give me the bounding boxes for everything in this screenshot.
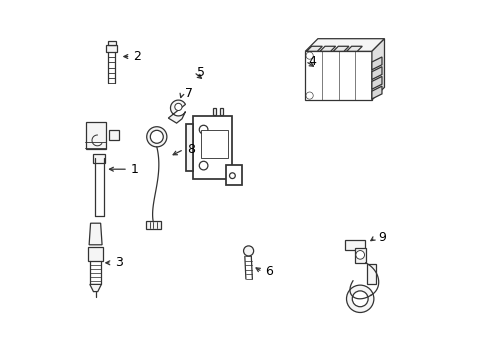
Polygon shape [372,39,385,100]
Polygon shape [305,39,385,51]
Polygon shape [89,223,102,245]
Text: 1: 1 [131,163,139,176]
Circle shape [229,173,235,179]
Text: 7: 7 [185,87,193,100]
Text: 3: 3 [115,256,122,269]
Polygon shape [320,46,336,51]
Bar [345,240,365,250]
Bar [186,124,193,171]
Polygon shape [372,67,382,80]
Circle shape [346,285,374,312]
Bar [88,247,103,261]
Text: 5: 5 [197,66,205,78]
Polygon shape [333,46,349,51]
Circle shape [356,251,365,259]
Bar [201,130,228,158]
Text: 8: 8 [187,143,195,156]
Bar [193,116,232,179]
Bar [106,45,117,52]
Polygon shape [307,46,322,51]
Polygon shape [372,57,382,70]
Circle shape [175,103,182,111]
Bar [305,51,372,100]
Bar [146,221,161,229]
Bar [355,248,366,263]
Polygon shape [372,86,382,99]
Bar [367,264,375,284]
Polygon shape [372,76,382,89]
Circle shape [352,291,368,307]
Bar [86,122,105,148]
Bar [108,41,116,45]
Bar [220,108,223,115]
Text: 6: 6 [265,265,273,278]
Circle shape [150,130,163,143]
Circle shape [244,246,254,256]
Polygon shape [346,46,362,51]
Polygon shape [169,100,185,123]
Bar [226,165,242,185]
Text: 9: 9 [378,231,386,244]
Circle shape [147,127,167,147]
Bar [213,108,216,115]
Circle shape [199,125,208,134]
Circle shape [306,92,313,99]
Circle shape [306,52,313,59]
Polygon shape [90,284,101,292]
Bar [109,130,119,140]
Text: 2: 2 [133,50,141,63]
Text: 4: 4 [308,55,316,68]
Circle shape [199,161,208,170]
Bar [94,154,105,163]
